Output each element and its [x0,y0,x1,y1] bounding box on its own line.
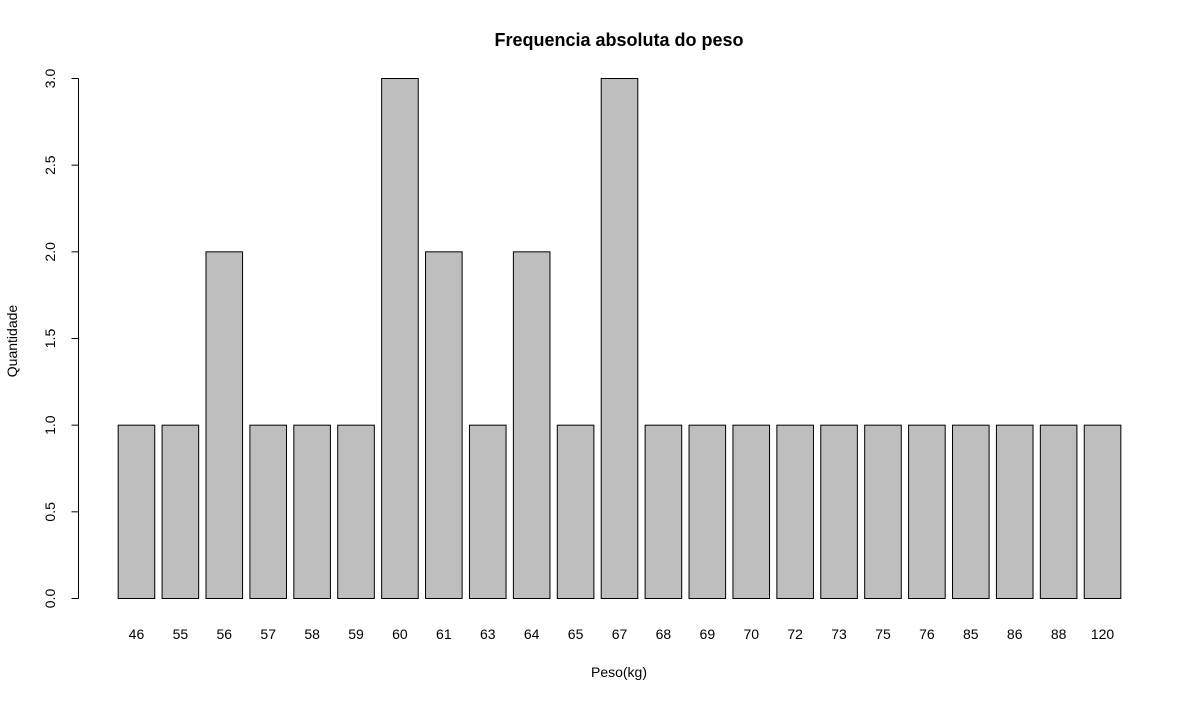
x-tick-label: 63 [480,626,496,642]
bar-73 [820,424,858,599]
x-tick-label: 73 [831,626,847,642]
bar-46 [117,424,156,599]
x-tick-label: 72 [787,626,803,642]
bar-69 [688,424,727,599]
bar-58 [293,424,331,599]
bar-75 [864,424,902,599]
bar-55 [161,424,200,599]
bar-63 [468,424,507,599]
x-tick-label: 76 [919,626,935,642]
x-tick-label: 70 [743,626,759,642]
x-tick-label: 69 [700,626,716,642]
chart-title: Frequencia absoluta do peso [494,30,743,50]
x-tick-label: 46 [129,626,145,642]
x-tick-label: 75 [875,626,891,642]
bar-59 [337,424,375,599]
y-tick-label: 3.0 [42,69,58,89]
bar-76 [908,424,946,599]
x-tick-label: 68 [656,626,672,642]
x-tick-label: 85 [963,626,979,642]
x-tick-label: 65 [568,626,584,642]
bar-60 [381,78,419,599]
x-tick-label: 120 [1091,626,1115,642]
x-tick-labels: 46 55 56 57 58 59 60 61 63 64 65 67 68 69 70 72 73 75 76 85… [129,626,1115,642]
y-tick-label: 1.5 [42,329,58,349]
bar-67 [600,78,639,599]
bar-88 [1039,424,1078,599]
bar-72 [776,424,814,599]
y-axis-label: Quantidade [4,305,20,378]
x-tick-label: 56 [216,626,232,642]
x-tick-label: 57 [260,626,276,642]
x-tick-label: 64 [524,626,540,642]
bar-61 [425,251,463,599]
bars-group [117,78,1122,599]
x-tick-label: 88 [1051,626,1067,642]
x-tick-label: 58 [304,626,320,642]
x-tick-label: 59 [348,626,364,642]
x-tick-label: 67 [612,626,628,642]
bar-56 [205,251,244,599]
x-tick-label: 55 [173,626,189,642]
y-tick-label: 0.0 [42,589,58,609]
bar-65 [556,424,595,599]
bar-57 [249,424,287,599]
y-tick-label: 0.5 [42,502,58,522]
bar-86 [995,424,1034,599]
y-axis: 0.0 0.5 1.0 1.5 2.0 2.5 3.0 [42,69,79,609]
bar-85 [952,424,990,599]
x-tick-label: 61 [436,626,452,642]
x-tick-label: 86 [1007,626,1023,642]
bar-68 [644,424,683,599]
y-tick-label: 1.0 [42,415,58,435]
bar-120 [1083,424,1122,599]
y-tick-label: 2.5 [42,155,58,175]
x-axis-label: Peso(kg) [591,664,647,680]
y-tick-label: 2.0 [42,242,58,262]
x-tick-label: 60 [392,626,408,642]
bar-70 [732,424,771,599]
bar-64 [512,251,551,599]
